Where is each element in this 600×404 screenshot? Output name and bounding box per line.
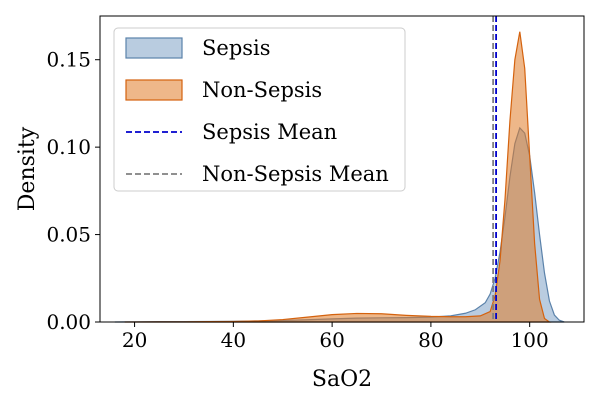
y-tick-label-0-10: 0.10 xyxy=(46,135,91,159)
x-tick-label-20: 20 xyxy=(122,328,147,352)
x-tick-label-100: 100 xyxy=(511,328,549,352)
non-sepsis-density-area xyxy=(124,31,552,323)
legend: Sepsis Non-Sepsis Sepsis Mean Non-Sepsis Me… xyxy=(113,27,406,192)
legend-swatch-sepsis xyxy=(125,37,183,59)
x-axis-title: SaO2 xyxy=(312,367,372,392)
x-tick-label-60: 60 xyxy=(319,328,344,352)
mean-lines-layer xyxy=(492,16,497,322)
x-axis-ticks: 20 40 60 80 100 xyxy=(122,322,549,352)
y-axis-title: Density xyxy=(15,126,40,211)
legend-label-non-sepsis-mean: Non-Sepsis Mean xyxy=(202,162,389,186)
legend-box xyxy=(113,27,406,192)
x-tick-label-80: 80 xyxy=(418,328,443,352)
legend-label-non-sepsis: Non-Sepsis xyxy=(202,78,322,102)
legend-label-sepsis: Sepsis xyxy=(202,36,271,60)
series-layer xyxy=(114,31,565,323)
plot-frame xyxy=(99,15,585,323)
y-tick-label-0-15: 0.15 xyxy=(46,48,91,72)
legend-label-sepsis-mean: Sepsis Mean xyxy=(202,120,337,144)
legend-swatch-non-sepsis xyxy=(125,79,183,101)
x-tick-label-40: 40 xyxy=(221,328,246,352)
y-axis-ticks: 0.00 0.05 0.10 0.15 xyxy=(46,48,100,334)
y-tick-label-0-05: 0.05 xyxy=(46,223,91,247)
y-tick-label-0-00: 0.00 xyxy=(46,310,91,334)
